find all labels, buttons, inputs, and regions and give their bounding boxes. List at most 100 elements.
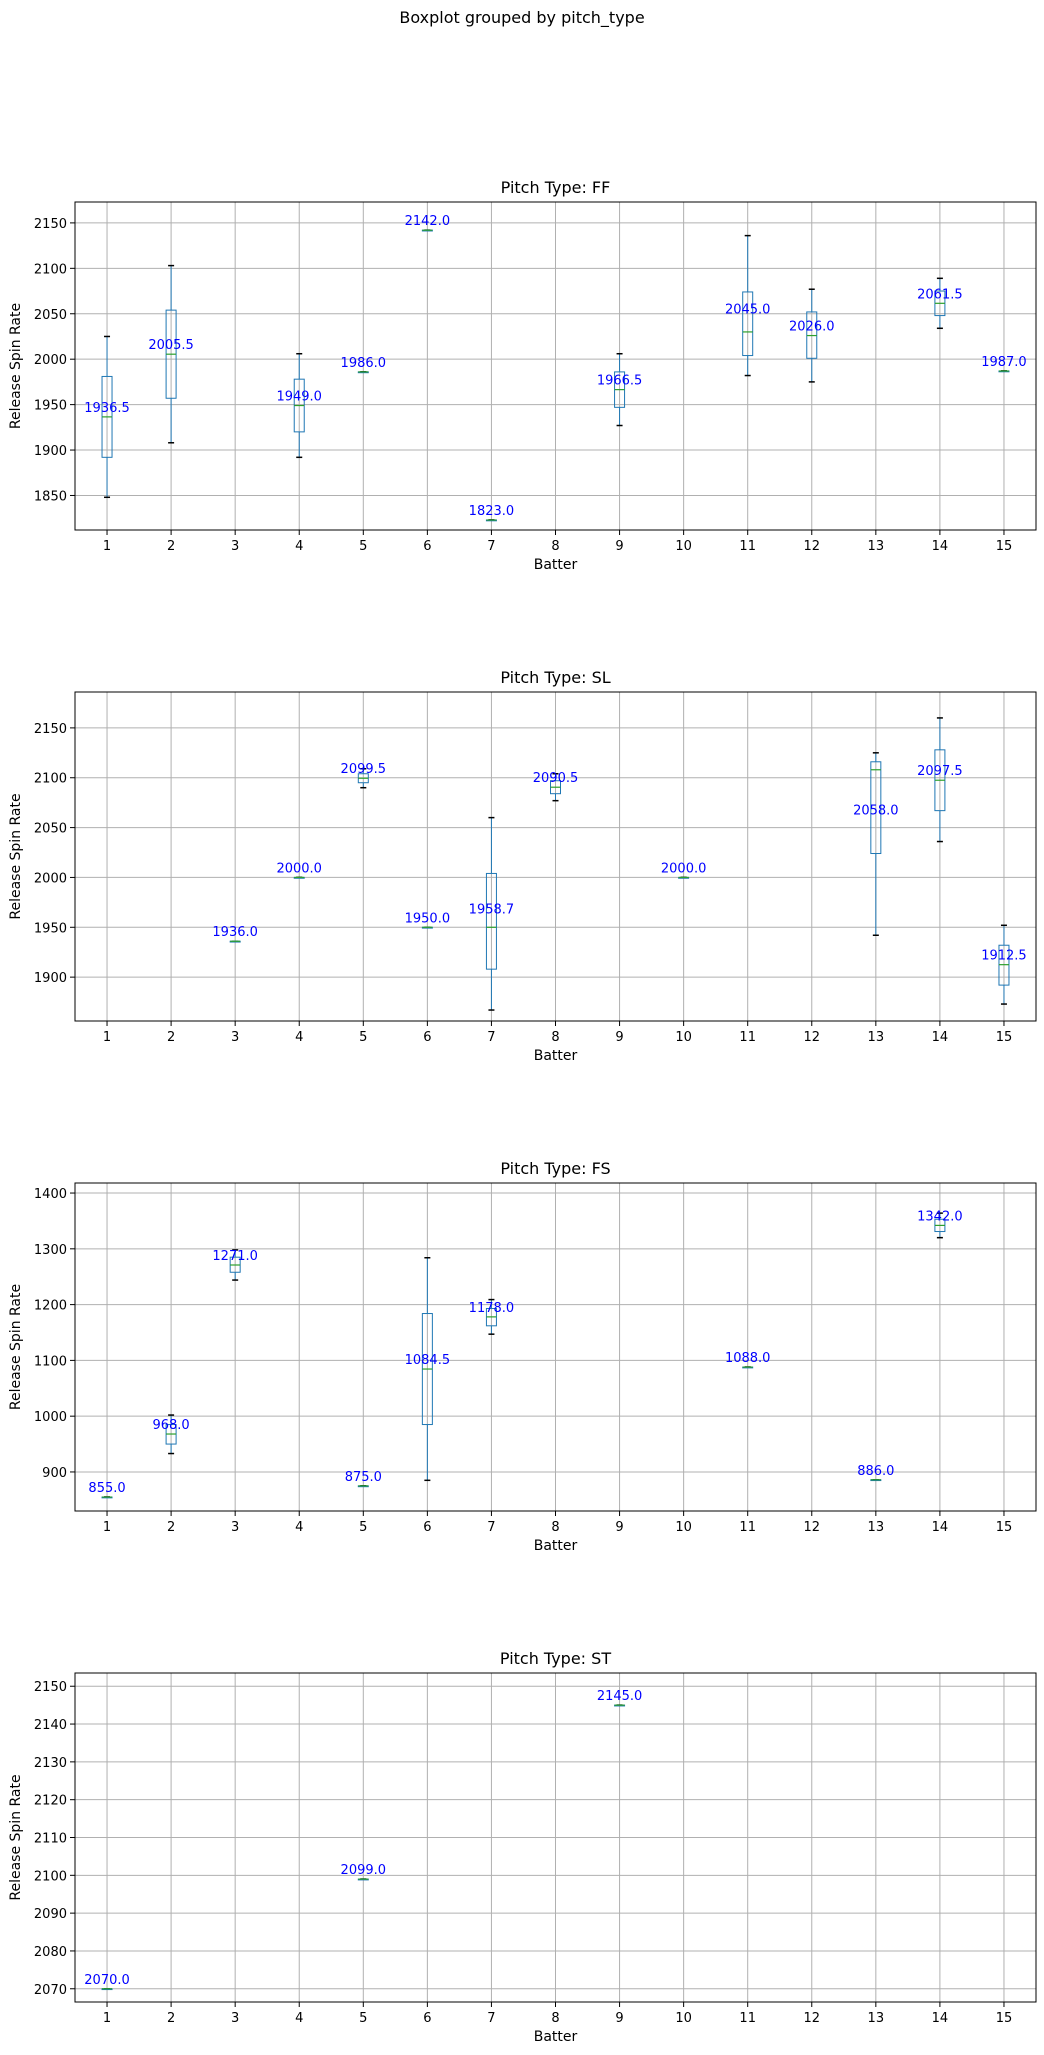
mean-label: 2099.0 <box>341 1863 387 1878</box>
mean-label: 1912.5 <box>981 949 1027 964</box>
x-tick-label: 12 <box>803 1520 820 1535</box>
y-tick-label: 2100 <box>34 262 67 277</box>
mean-label: 2000.0 <box>276 861 322 876</box>
box-batter-13: 2058.0 <box>853 752 899 937</box>
x-tick-label: 8 <box>551 1030 559 1045</box>
box-batter-5: 1986.0 <box>341 356 386 374</box>
box-batter-6: 1950.0 <box>405 911 451 929</box>
y-tick-label: 1850 <box>34 489 67 504</box>
x-tick-label: 8 <box>551 2011 559 2026</box>
mean-label: 2090.5 <box>533 771 579 786</box>
mean-label: 1084.5 <box>405 1353 451 1368</box>
x-tick-label: 5 <box>359 1520 367 1535</box>
x-tick-label: 2 <box>167 2011 175 2026</box>
box-batter-11: 2045.0 <box>725 234 771 377</box>
y-tick-label: 2050 <box>34 822 67 837</box>
y-tick-label: 1900 <box>34 971 67 986</box>
mean-label: 1950.0 <box>405 911 451 926</box>
box-batter-10: 2000.0 <box>661 861 706 879</box>
x-tick-label: 2 <box>167 1520 175 1535</box>
x-tick-label: 3 <box>231 1520 239 1535</box>
subplot-title: Pitch Type: FS <box>500 1159 610 1178</box>
y-tick-label: 1000 <box>34 1410 67 1425</box>
x-axis-label: Batter <box>534 2029 578 2045</box>
y-tick-label: 2150 <box>34 1680 67 1695</box>
x-tick-label: 11 <box>739 2011 756 2026</box>
box-batter-5: 2099.0 <box>341 1863 387 1881</box>
y-tick-label: 2090 <box>34 1907 67 1922</box>
x-tick-label: 9 <box>615 2011 623 2026</box>
x-tick-label: 5 <box>359 539 367 554</box>
x-tick-label: 4 <box>295 1520 303 1535</box>
box-batter-8: 2090.5 <box>533 771 579 802</box>
box-batter-1: 2070.0 <box>84 1973 130 1991</box>
y-tick-label: 2100 <box>34 772 67 787</box>
x-tick-label: 3 <box>231 1030 239 1045</box>
mean-label: 2058.0 <box>853 804 899 819</box>
box-batter-12: 2026.0 <box>789 288 835 383</box>
mean-label: 2045.0 <box>725 302 771 317</box>
box-batter-14: 1342.0 <box>917 1209 963 1239</box>
x-tick-label: 7 <box>487 1030 495 1045</box>
x-tick-label: 15 <box>996 2011 1013 2026</box>
box-batter-9: 1966.5 <box>597 352 642 427</box>
mean-label: 1342.0 <box>917 1209 963 1224</box>
box-batter-2: 968.0 <box>152 1414 190 1455</box>
x-axis-label: Batter <box>534 1048 578 1064</box>
box-batter-4: 1949.0 <box>276 352 322 459</box>
y-tick-label: 2150 <box>34 722 67 737</box>
x-tick-label: 1 <box>103 1030 111 1045</box>
mean-label: 1949.0 <box>276 390 322 405</box>
mean-label: 2005.5 <box>148 338 194 353</box>
x-axis-label: Batter <box>534 557 578 573</box>
mean-label: 1178.0 <box>469 1301 515 1316</box>
box-batter-4: 2000.0 <box>276 861 322 879</box>
box-batter-3: 1936.0 <box>212 925 258 943</box>
x-tick-label: 9 <box>615 1520 623 1535</box>
box-batter-6: 2142.0 <box>405 214 451 232</box>
x-tick-label: 5 <box>359 2011 367 2026</box>
x-tick-label: 6 <box>423 539 431 554</box>
x-tick-label: 13 <box>868 539 885 554</box>
x-tick-label: 6 <box>423 2011 431 2026</box>
box-batter-2: 2005.5 <box>148 264 194 444</box>
y-tick-label: 2080 <box>34 1945 67 1960</box>
y-tick-label: 1400 <box>34 1187 67 1202</box>
y-tick-label: 1300 <box>34 1243 67 1258</box>
x-tick-label: 4 <box>295 2011 303 2026</box>
box-batter-5: 2099.5 <box>341 762 386 789</box>
mean-label: 2061.5 <box>917 287 963 302</box>
box-batter-15: 1987.0 <box>981 355 1027 373</box>
x-tick-label: 14 <box>932 1030 949 1045</box>
x-tick-label: 13 <box>868 1520 885 1535</box>
iqr-box <box>485 872 497 970</box>
mean-label: 1936.5 <box>84 401 130 416</box>
box-batter-9: 2145.0 <box>597 1689 643 1707</box>
x-tick-label: 6 <box>423 1030 431 1045</box>
x-tick-label: 4 <box>295 1030 303 1045</box>
mean-label: 2145.0 <box>597 1689 643 1704</box>
x-tick-label: 10 <box>675 1520 692 1535</box>
x-tick-label: 11 <box>739 539 756 554</box>
x-tick-label: 9 <box>615 539 623 554</box>
x-tick-label: 6 <box>423 1520 431 1535</box>
x-tick-label: 7 <box>487 1520 495 1535</box>
box-batter-3: 1271.0 <box>212 1249 258 1281</box>
x-tick-label: 14 <box>932 2011 949 2026</box>
mean-label: 968.0 <box>152 1418 189 1433</box>
x-tick-label: 11 <box>739 1520 756 1535</box>
x-tick-label: 1 <box>103 2011 111 2026</box>
x-tick-label: 12 <box>803 2011 820 2026</box>
x-tick-label: 10 <box>675 539 692 554</box>
x-tick-label: 10 <box>675 1030 692 1045</box>
y-tick-label: 2000 <box>34 353 67 368</box>
y-tick-label: 1950 <box>34 921 67 936</box>
x-tick-label: 15 <box>996 1030 1013 1045</box>
x-tick-label: 7 <box>487 2011 495 2026</box>
box-batter-1: 1936.5 <box>84 335 130 499</box>
x-tick-label: 5 <box>359 1030 367 1045</box>
mean-label: 2142.0 <box>405 214 451 229</box>
